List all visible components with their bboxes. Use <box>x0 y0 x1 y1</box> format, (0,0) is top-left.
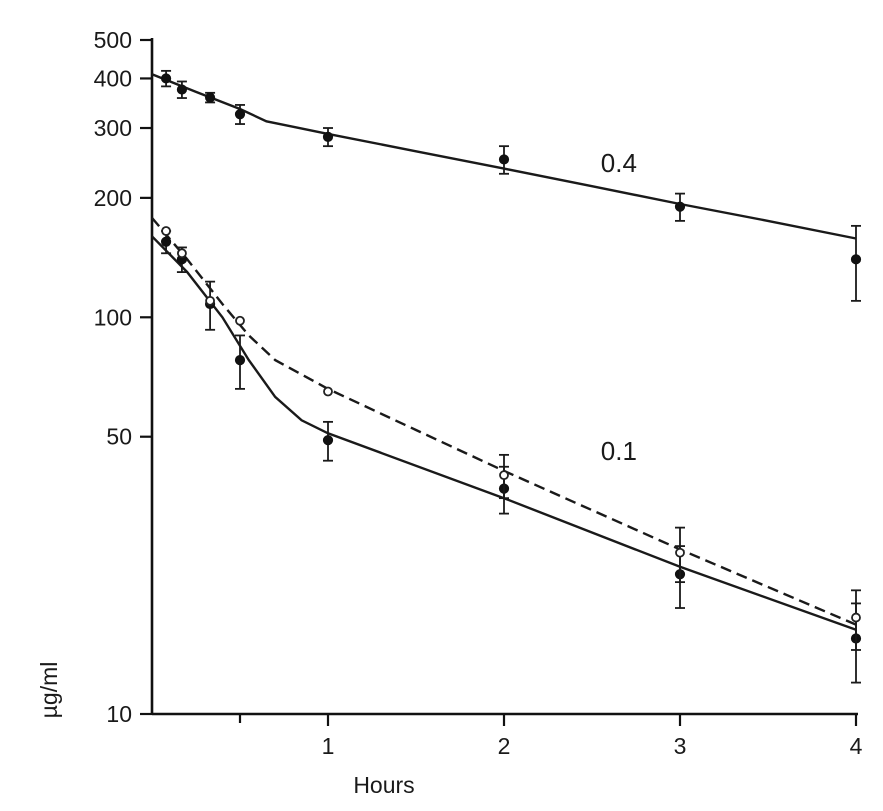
data-point <box>205 295 215 306</box>
chart-labels: Hours µg/ml 0.4 0.1 <box>36 148 637 798</box>
series-label-0.4: 0.4 <box>601 148 637 178</box>
y-tick-label: 300 <box>94 115 132 141</box>
data-point <box>675 547 685 558</box>
data-point <box>204 92 216 103</box>
x-tick-label: 3 <box>674 733 687 759</box>
data-point <box>176 84 188 95</box>
data-point <box>322 435 334 446</box>
data-point <box>234 109 246 120</box>
data-point <box>160 73 172 84</box>
data-point <box>160 236 172 247</box>
x-axis-label: Hours <box>353 772 414 798</box>
series-line-0 <box>151 73 857 240</box>
data-markers <box>160 69 862 684</box>
curves <box>151 73 857 631</box>
axes: 10 50 100 200 300 400 500 1 2 3 4 <box>94 27 863 759</box>
data-point <box>323 386 333 397</box>
y-axis-label: µg/ml <box>36 662 62 719</box>
series-label-0.1: 0.1 <box>601 436 637 466</box>
data-point <box>235 315 245 326</box>
y-tick-label: 200 <box>94 185 132 211</box>
data-point <box>177 248 187 259</box>
data-point <box>322 131 334 142</box>
y-tick-label: 400 <box>94 65 132 91</box>
data-point <box>499 470 509 481</box>
data-point <box>851 612 861 623</box>
data-point <box>234 354 246 366</box>
data-point <box>498 154 510 165</box>
y-tick-label: 500 <box>94 27 132 53</box>
data-point <box>850 254 862 265</box>
x-tick-label: 4 <box>850 733 863 759</box>
x-tick-label: 2 <box>498 733 511 759</box>
y-tick-label: 10 <box>106 701 132 727</box>
x-tick-label: 1 <box>322 733 335 759</box>
y-tick-label: 50 <box>106 424 132 450</box>
data-point <box>161 226 171 236</box>
data-point <box>674 201 686 212</box>
y-tick-label: 100 <box>94 304 132 330</box>
series-line-1 <box>151 235 857 631</box>
series-line-2 <box>151 217 857 626</box>
